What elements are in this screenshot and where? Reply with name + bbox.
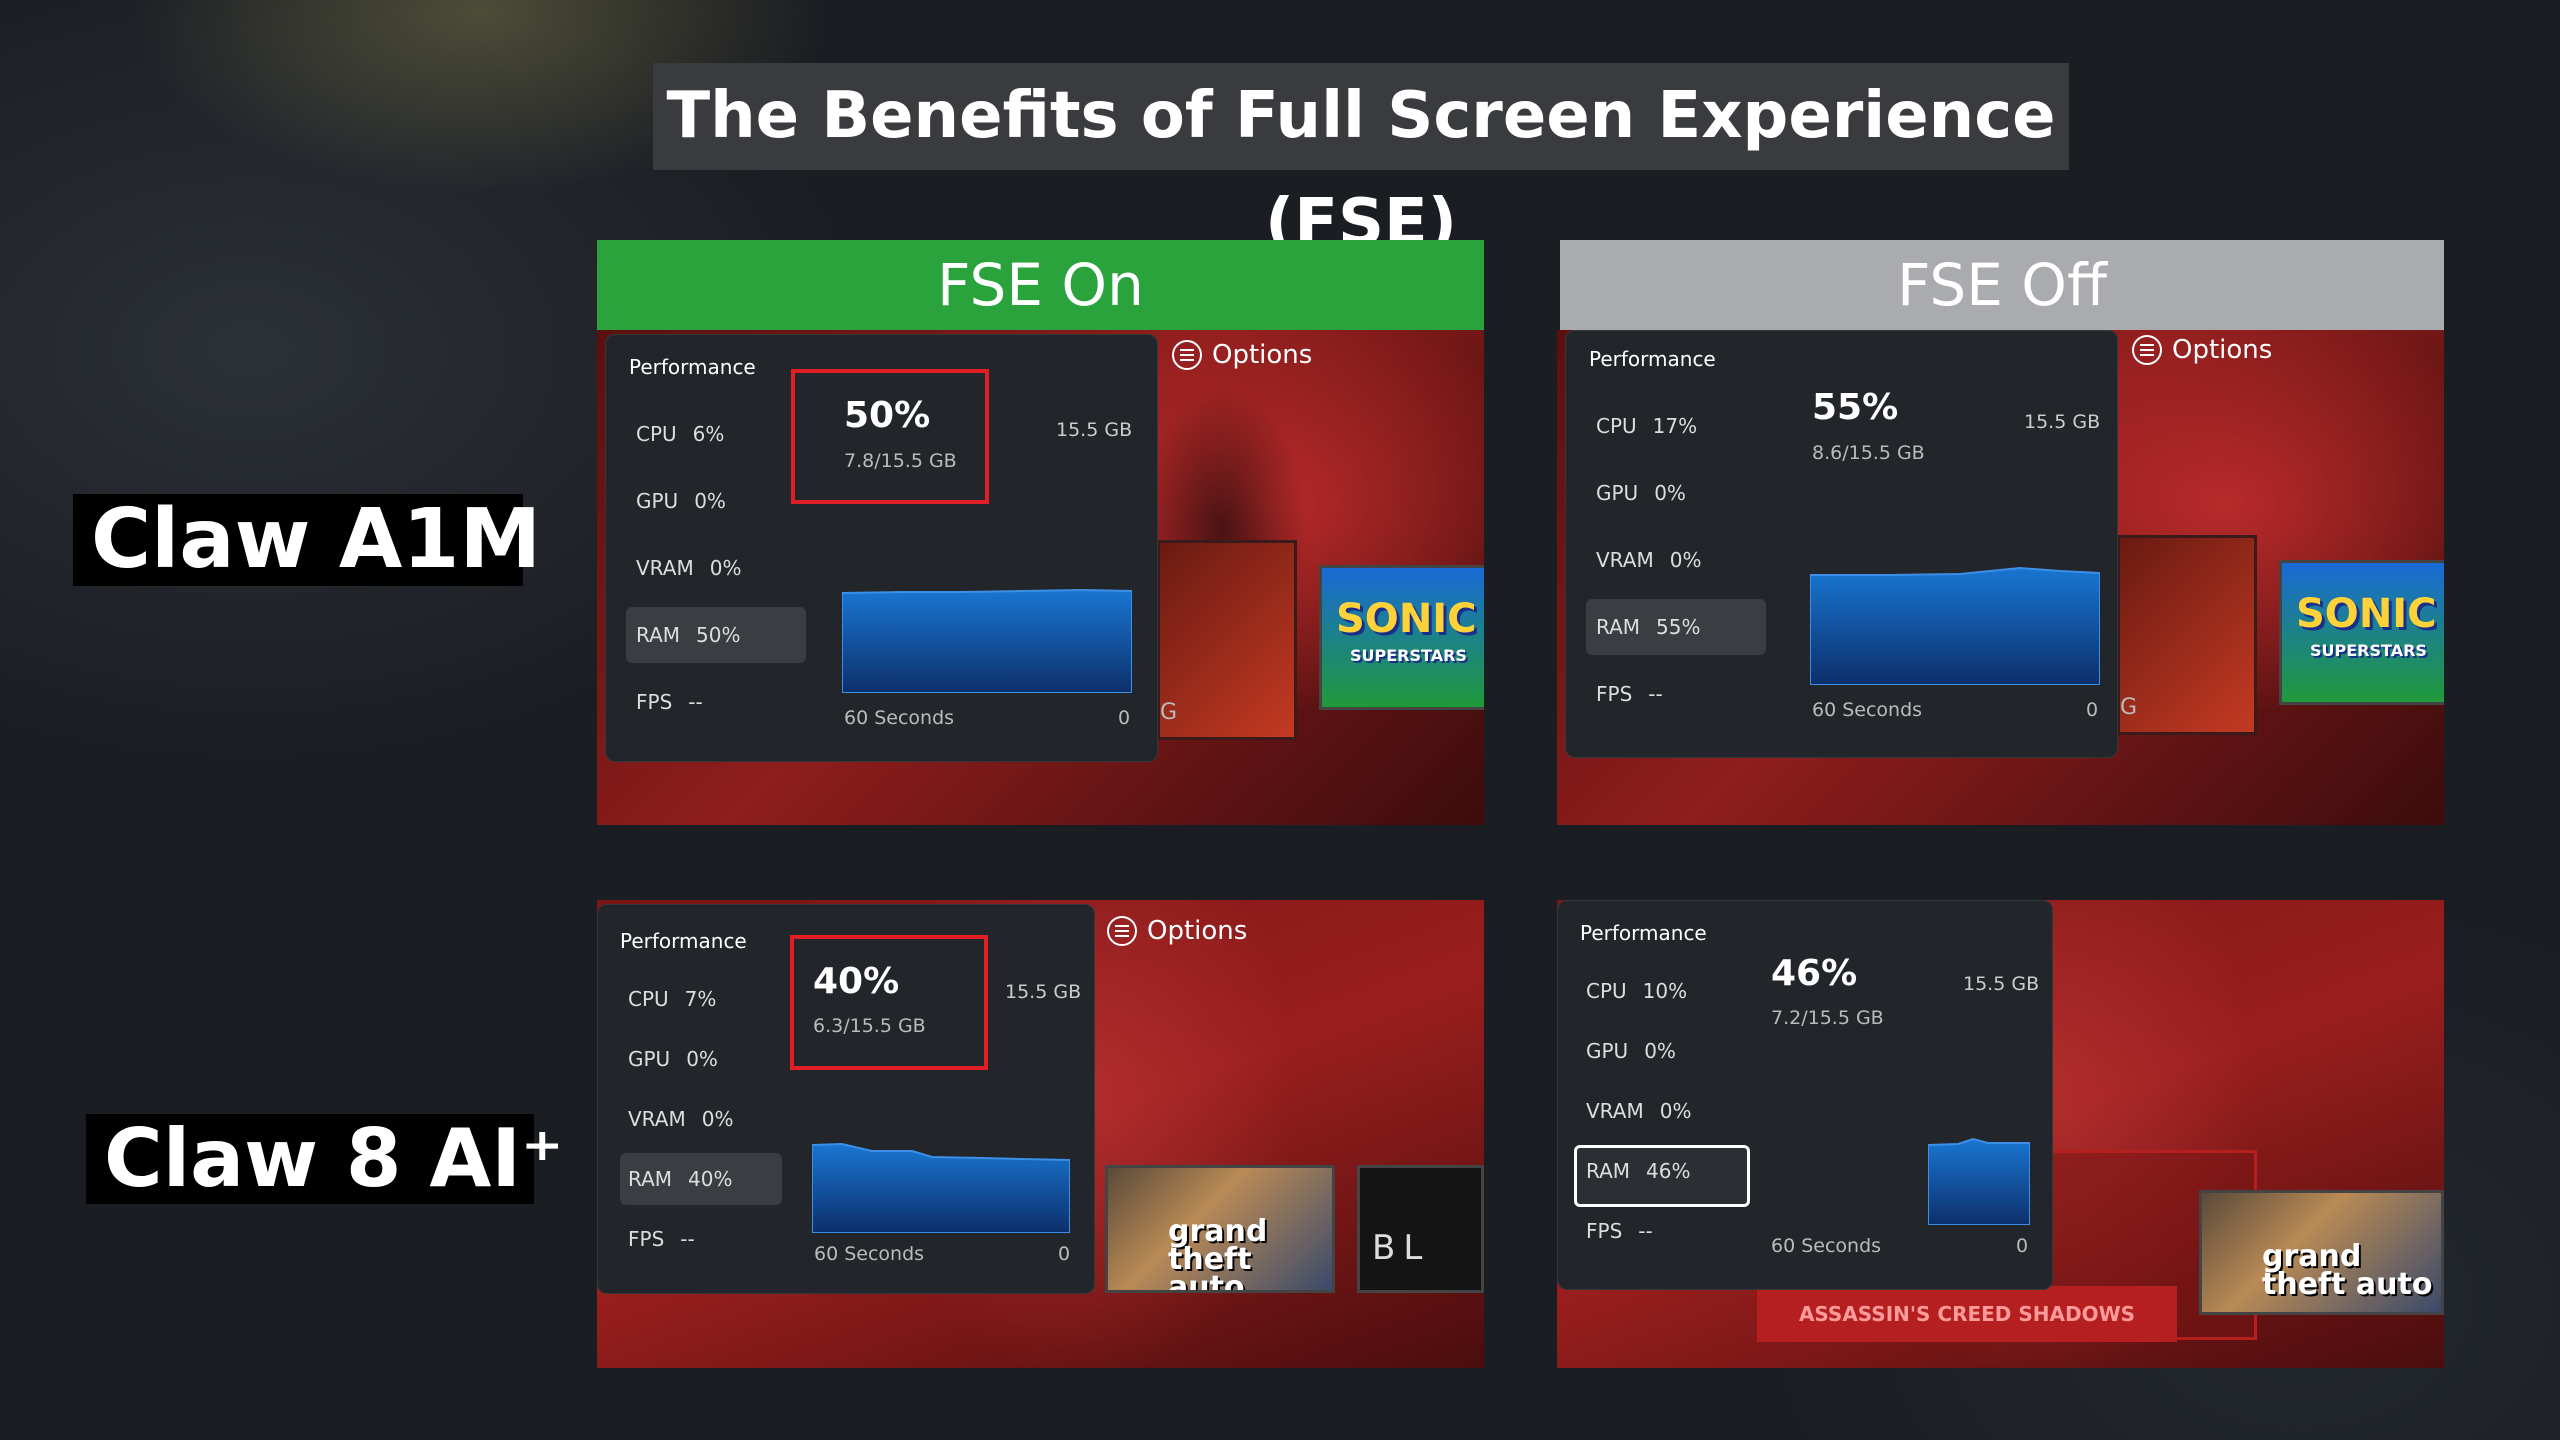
ram-usage: 8.6/15.5 GB xyxy=(1812,442,1925,464)
ram-usage: 7.8/15.5 GB xyxy=(844,450,957,472)
highlight-box xyxy=(791,369,989,504)
ram-percent: 40% xyxy=(813,961,900,1002)
metric-ram-selected[interactable] xyxy=(1586,599,1766,655)
metric-cpu[interactable]: CPU 6% xyxy=(636,422,725,446)
ram-percent: 55% xyxy=(1812,387,1899,428)
device-label-claw-8-ai: Claw 8 AI⁺ xyxy=(86,1114,563,1204)
metric-ram[interactable]: RAM 50% xyxy=(636,623,741,647)
metric-vram[interactable]: VRAM 0% xyxy=(628,1107,734,1131)
metric-ram[interactable]: RAM 46% xyxy=(1586,1159,1691,1183)
ram-total: 15.5 GB xyxy=(1005,981,1082,1003)
device-label-claw-a1m: Claw A1M xyxy=(73,494,541,586)
metric-gpu[interactable]: GPU 0% xyxy=(636,489,726,513)
ram-usage: 7.2/15.5 GB xyxy=(1771,1007,1884,1029)
ram-total: 15.5 GB xyxy=(1056,419,1133,441)
ram-usage-graph xyxy=(1928,1137,2030,1225)
metric-cpu[interactable]: CPU 7% xyxy=(628,987,717,1011)
graph-axis-left: 60 Seconds xyxy=(814,1243,925,1265)
ram-usage-graph xyxy=(812,1142,1070,1233)
ram-usage-graph xyxy=(1810,566,2100,685)
graph-axis-left: 60 Seconds xyxy=(1771,1235,1882,1257)
options-label: Options xyxy=(1212,340,1313,370)
graph-axis-right: 0 xyxy=(2086,699,2099,721)
metric-cpu[interactable]: CPU 10% xyxy=(1586,979,1688,1003)
performance-panel: Performance CPU 17% GPU 0% VRAM 0% RAM 55% F… xyxy=(1565,330,2118,758)
page-title: The Benefits of Full Screen Experience (… xyxy=(653,63,2069,260)
performance-title: Performance xyxy=(1589,347,1716,371)
highlight-box xyxy=(790,935,988,1070)
graph-axis-right: 0 xyxy=(1118,707,1131,729)
fse-off-header: FSE Off xyxy=(1560,240,2444,330)
options-button[interactable]: Options xyxy=(2132,335,2272,365)
metric-ram-selected[interactable] xyxy=(620,1153,782,1205)
ram-total: 15.5 GB xyxy=(1963,973,2040,995)
metric-fps[interactable]: FPS -- xyxy=(636,690,703,714)
metric-ram[interactable]: RAM 55% xyxy=(1596,615,1701,639)
performance-title: Performance xyxy=(629,355,756,379)
options-label: Options xyxy=(1147,916,1248,946)
ram-percent: 50% xyxy=(844,395,931,436)
screenshot-claw8-fse-off: ASSASSIN'S CREED SHADOWS grand theft aut… xyxy=(1557,900,2444,1368)
ram-usage-graph xyxy=(842,588,1132,693)
game-letter: G xyxy=(1160,700,1178,725)
menu-icon xyxy=(1107,916,1137,946)
game-tile-sonic[interactable]: SONIC SUPERSTARS xyxy=(1319,565,1484,710)
game-title-assassins-creed[interactable]: ASSASSIN'S CREED SHADOWS xyxy=(1757,1286,2177,1342)
menu-icon xyxy=(2132,335,2162,365)
game-tile-gta[interactable]: grand theft auto xyxy=(2199,1190,2444,1315)
fse-on-header: FSE On xyxy=(597,240,1484,330)
performance-title: Performance xyxy=(1580,921,1707,945)
graph-axis-right: 0 xyxy=(1058,1243,1071,1265)
options-label: Options xyxy=(2172,335,2273,365)
metric-fps[interactable]: FPS -- xyxy=(1596,682,1663,706)
game-tile-partial[interactable] xyxy=(1157,540,1297,740)
options-button[interactable]: Options xyxy=(1172,340,1312,370)
game-tile-partial[interactable] xyxy=(2117,535,2257,735)
ram-percent: 46% xyxy=(1771,953,1858,994)
metric-vram[interactable]: VRAM 0% xyxy=(1596,548,1702,572)
performance-panel: Performance CPU 7% GPU 0% VRAM 0% RAM 40% FP… xyxy=(597,904,1095,1294)
metric-vram[interactable]: VRAM 0% xyxy=(1586,1099,1692,1123)
metric-gpu[interactable]: GPU 0% xyxy=(1596,481,1686,505)
metric-fps[interactable]: FPS -- xyxy=(1586,1219,1653,1243)
metric-ram[interactable]: RAM 40% xyxy=(628,1167,733,1191)
metric-ram-selected[interactable] xyxy=(1574,1145,1750,1207)
game-letter: G xyxy=(2120,695,2138,720)
metric-fps[interactable]: FPS -- xyxy=(628,1227,695,1251)
ram-total: 15.5 GB xyxy=(2024,411,2101,433)
metric-cpu[interactable]: CPU 17% xyxy=(1596,414,1698,438)
game-tile-gta[interactable]: grand theft auto xyxy=(1105,1165,1335,1293)
screenshot-claw8-fse-on: grand theft auto BL Options Performance … xyxy=(597,900,1484,1368)
game-tile-sonic[interactable]: SONIC SUPERSTARS xyxy=(2279,560,2444,705)
menu-icon xyxy=(1172,340,1202,370)
ram-usage: 6.3/15.5 GB xyxy=(813,1015,926,1037)
metric-ram-selected[interactable] xyxy=(626,607,806,663)
metric-vram[interactable]: VRAM 0% xyxy=(636,556,742,580)
game-tile-partial[interactable]: BL xyxy=(1357,1165,1484,1293)
performance-panel: Performance CPU 6% GPU 0% VRAM 0% RAM 50% FP… xyxy=(605,334,1158,762)
performance-panel: Performance CPU 10% GPU 0% VRAM 0% RAM 46% F… xyxy=(1557,900,2053,1290)
performance-title: Performance xyxy=(620,929,747,953)
metric-gpu[interactable]: GPU 0% xyxy=(628,1047,718,1071)
metric-gpu[interactable]: GPU 0% xyxy=(1586,1039,1676,1063)
graph-axis-left: 60 Seconds xyxy=(844,707,955,729)
graph-axis-right: 0 xyxy=(2016,1235,2029,1257)
graph-axis-left: 60 Seconds xyxy=(1812,699,1923,721)
screenshot-a1m-fse-on: SONIC SUPERSTARS G Options Performance CP… xyxy=(597,330,1484,825)
options-button[interactable]: Options xyxy=(1107,916,1247,946)
screenshot-a1m-fse-off: SONIC SUPERSTARS G Options Performance CP… xyxy=(1557,330,2444,825)
